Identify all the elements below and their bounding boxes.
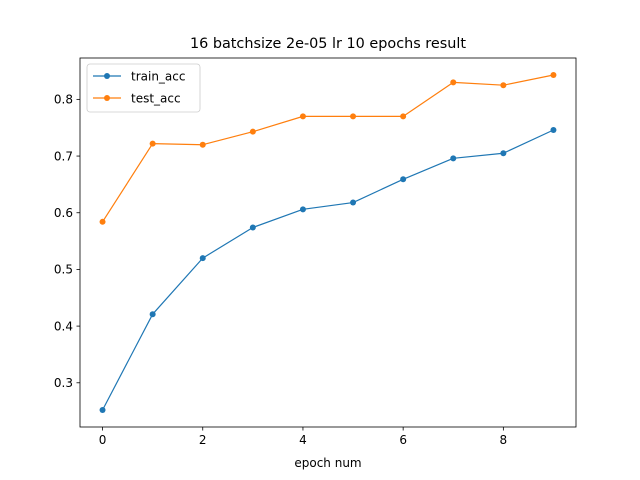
x-axis-label: epoch num <box>294 456 361 470</box>
legend-label: train_acc <box>131 69 185 83</box>
data-point-train-acc <box>99 406 106 413</box>
x-tick-label: 2 <box>199 433 207 447</box>
data-point-train-acc <box>350 199 357 206</box>
data-point-test-acc <box>500 82 507 89</box>
y-tick-label: 0.6 <box>54 206 73 220</box>
data-point-train-acc <box>550 126 557 133</box>
y-tick-label: 0.7 <box>54 149 73 163</box>
data-point-train-acc <box>400 176 407 183</box>
data-point-train-acc <box>500 150 507 157</box>
y-tick-label: 0.3 <box>54 376 73 390</box>
legend-label: test_acc <box>131 91 181 105</box>
data-point-test-acc <box>299 113 306 120</box>
legend-item-train-acc: train_acc <box>93 69 185 83</box>
y-axis-ticks: 0.3 0.4 0.5 0.6 0.7 0.8 <box>54 93 80 390</box>
data-point-test-acc <box>400 113 407 120</box>
legend-item-test-acc: test_acc <box>93 91 181 105</box>
series-line-train-acc <box>102 129 554 411</box>
data-point-test-acc <box>199 141 206 148</box>
plot-frame <box>79 57 577 428</box>
plot-area <box>80 58 576 427</box>
legend: train_acc test_acc <box>86 63 201 113</box>
legend-swatch-marker <box>104 95 110 101</box>
data-point-train-acc <box>149 311 156 318</box>
x-tick-label: 8 <box>500 433 508 447</box>
x-axis-ticks: 0 2 4 6 8 <box>99 427 507 447</box>
data-point-train-acc <box>299 206 306 213</box>
series-line-test-acc <box>102 74 554 223</box>
x-tick-label: 4 <box>299 433 307 447</box>
y-tick-label: 0.4 <box>54 319 73 333</box>
y-tick-label: 0.8 <box>54 93 73 107</box>
data-point-train-acc <box>249 224 256 231</box>
chart-title: 16 batchsize 2e-05 lr 10 epochs result <box>190 36 466 52</box>
data-point-test-acc <box>350 113 357 120</box>
data-point-test-acc <box>99 218 106 225</box>
data-point-train-acc <box>199 255 206 262</box>
series-test-acc <box>99 72 557 225</box>
data-point-test-acc <box>149 140 156 147</box>
series-train-acc <box>99 126 557 413</box>
y-tick-label: 0.5 <box>54 263 73 277</box>
legend-swatch-marker <box>104 73 110 79</box>
data-point-train-acc <box>450 155 457 162</box>
data-point-test-acc <box>249 128 256 135</box>
x-tick-label: 0 <box>99 433 107 447</box>
data-point-test-acc <box>550 72 557 79</box>
x-tick-label: 6 <box>399 433 407 447</box>
series-layer <box>99 72 557 413</box>
data-point-test-acc <box>450 79 457 86</box>
